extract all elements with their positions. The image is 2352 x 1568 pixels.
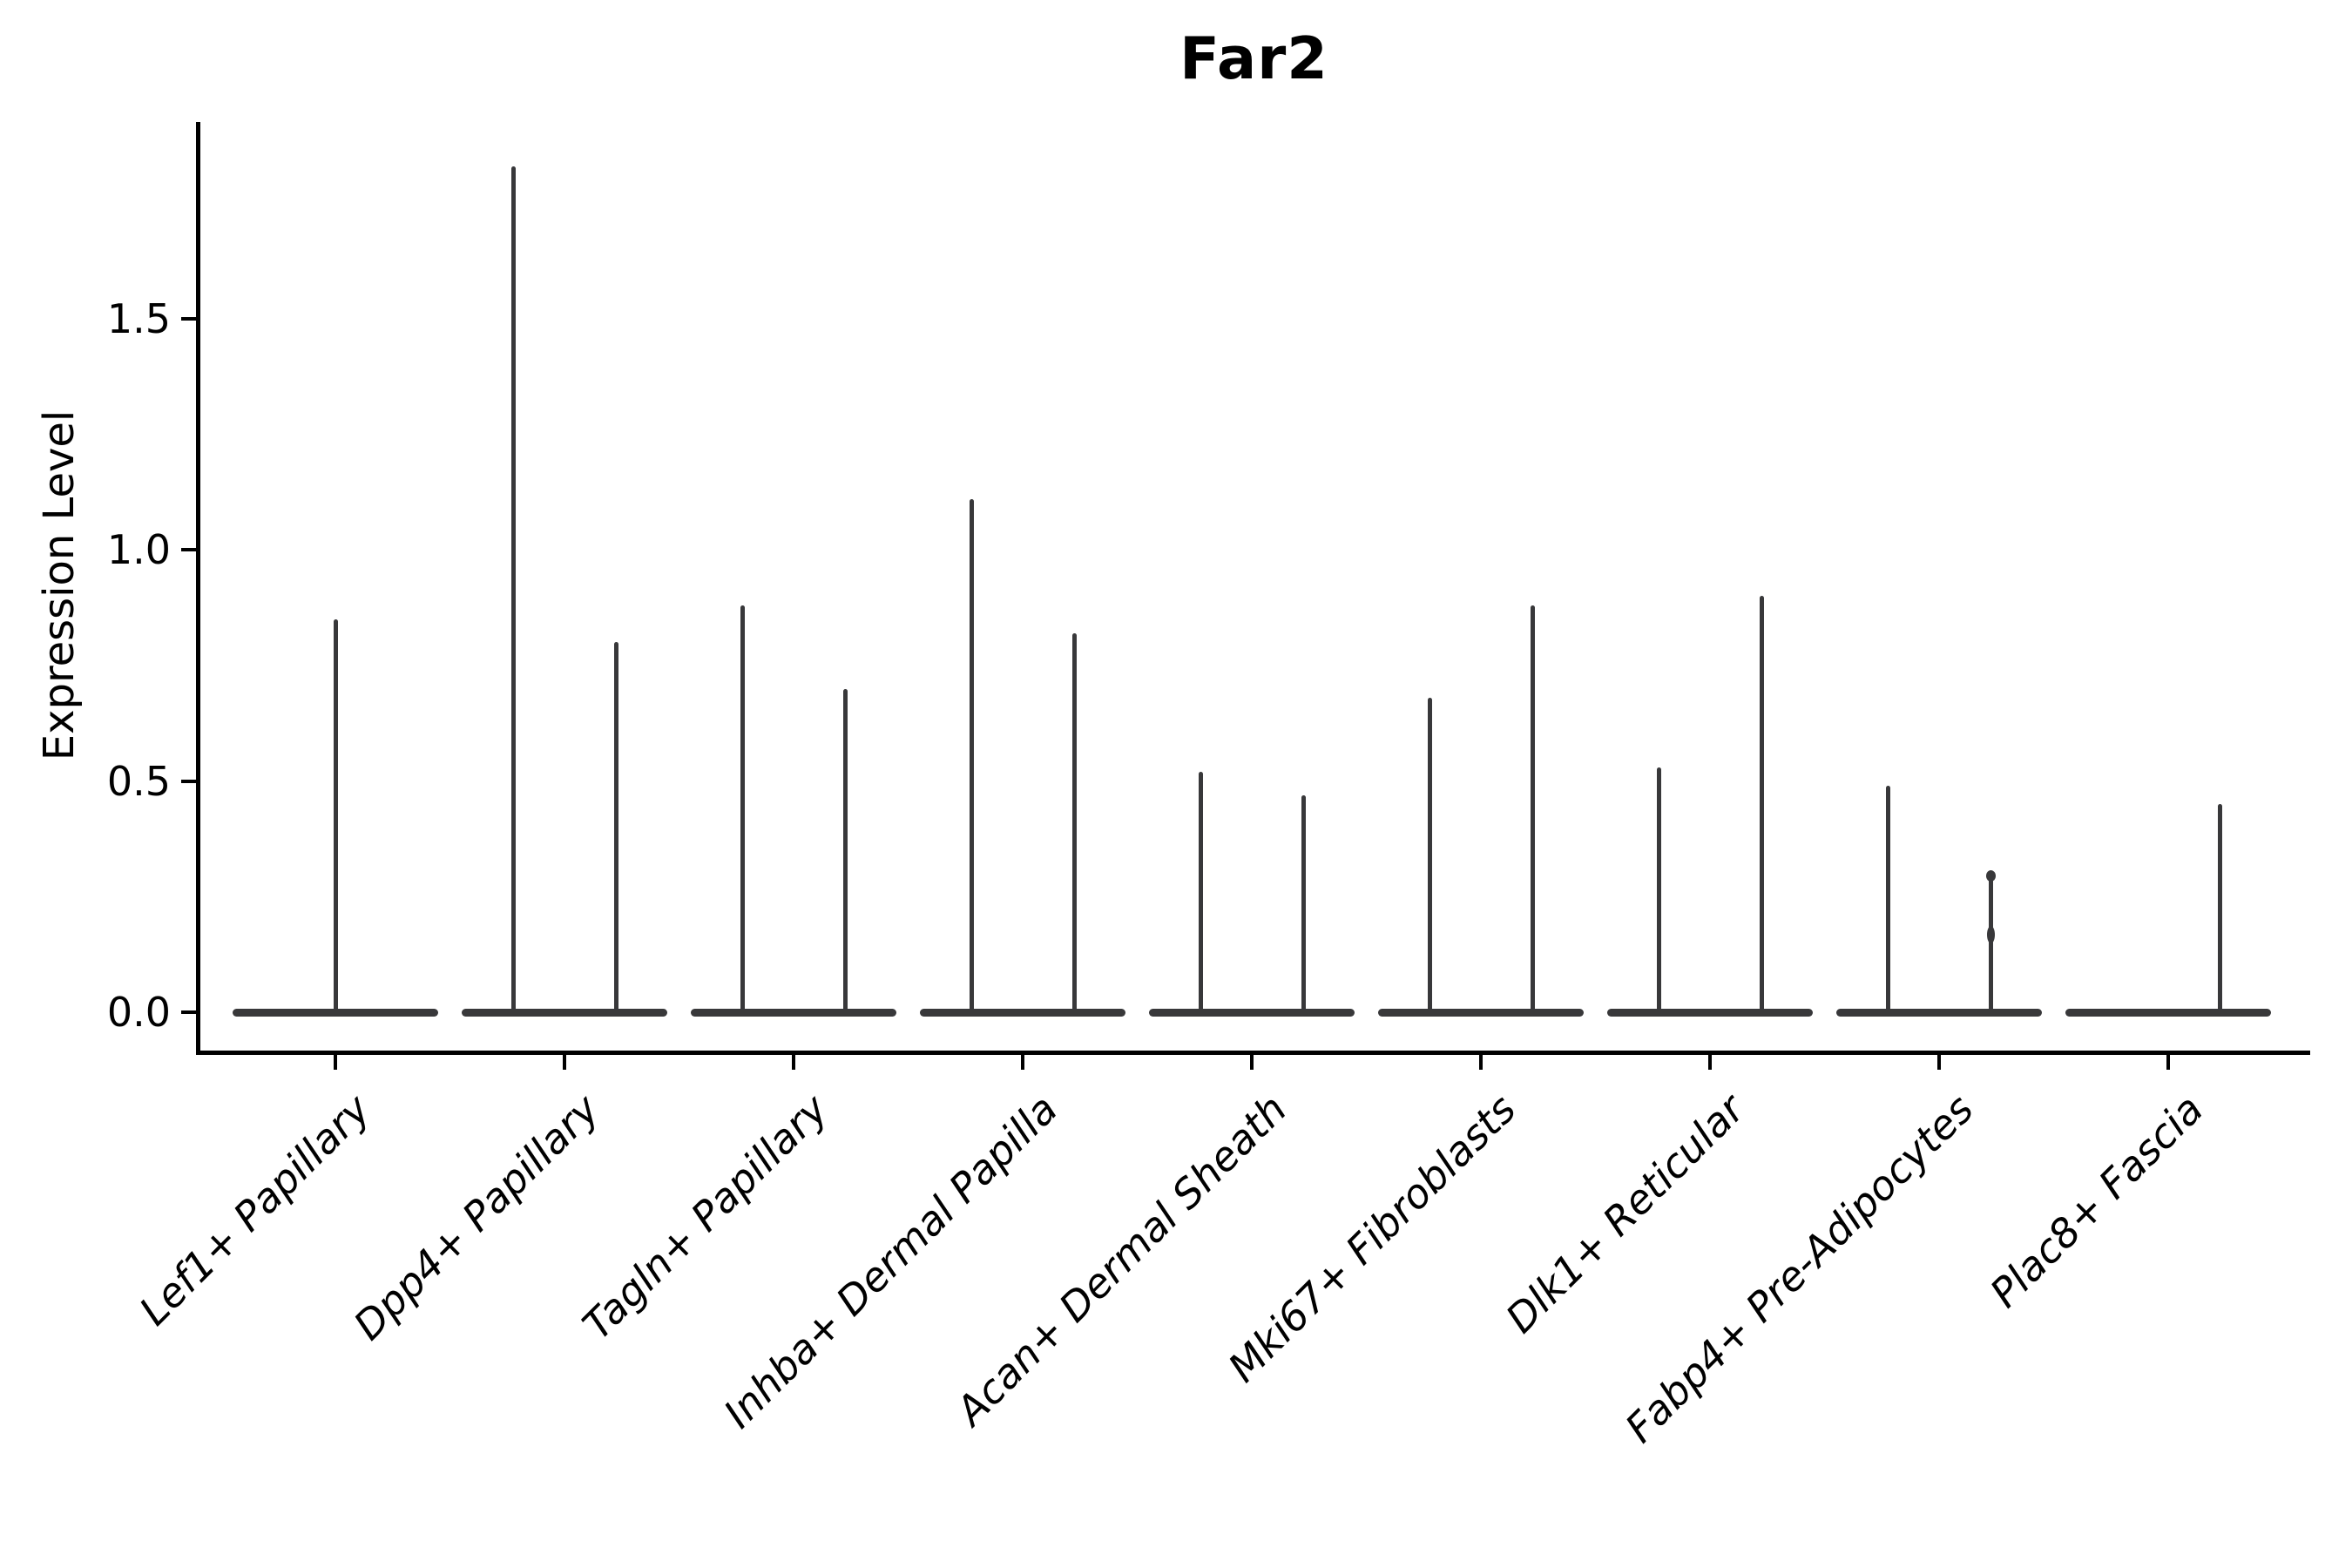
x-tick-mark — [1937, 1055, 1941, 1070]
violin-spike — [613, 642, 618, 1015]
violin-spike — [1071, 632, 1077, 1015]
violin-spike — [1427, 698, 1432, 1015]
violin-spike — [1530, 605, 1535, 1015]
violin-knot — [1986, 925, 1995, 943]
chart-title: Far2 — [1179, 24, 1328, 92]
x-tick-mark — [334, 1055, 337, 1070]
y-tick-label: 0.5 — [106, 757, 171, 805]
violin-spike — [1198, 772, 1203, 1015]
violin-spike — [969, 498, 974, 1015]
x-tick-mark — [2166, 1055, 2170, 1070]
x-tick-mark — [792, 1055, 795, 1070]
y-tick-label: 0.0 — [106, 989, 171, 1036]
x-tick-mark — [1250, 1055, 1254, 1070]
violin-spike — [1885, 785, 1890, 1015]
x-tick-mark — [1708, 1055, 1712, 1070]
x-axis-spine — [196, 1051, 2310, 1055]
violin-spike — [333, 618, 338, 1015]
violin-baseline — [1836, 1008, 2042, 1017]
violin-spike — [1656, 767, 1661, 1015]
violin-spike — [1759, 596, 1764, 1015]
x-tick-label: Plac8+ Fascia — [1980, 1085, 2213, 1317]
violin-baseline — [920, 1008, 1125, 1017]
y-tick-mark — [181, 779, 196, 783]
violin-baseline — [691, 1008, 896, 1017]
violin-baseline — [1149, 1008, 1355, 1017]
violin-spike — [740, 605, 745, 1015]
x-tick-mark — [563, 1055, 566, 1070]
x-tick-label: Dpp4+ Papillary — [344, 1085, 609, 1349]
violin-knob — [1985, 869, 1996, 882]
x-tick-mark — [1479, 1055, 1483, 1070]
y-tick-mark — [181, 316, 196, 321]
violin-spike — [1988, 873, 1993, 1015]
x-tick-label: Tagln+ Papillary — [573, 1085, 838, 1349]
violin-baseline — [1607, 1008, 1813, 1017]
x-tick-label: Lef1+ Papillary — [130, 1085, 380, 1335]
y-tick-label: 1.5 — [106, 294, 171, 342]
y-axis-spine — [196, 122, 200, 1055]
violin-spike — [510, 166, 516, 1015]
violin-baseline — [2065, 1008, 2271, 1017]
x-tick-label: Dlk1+ Reticular — [1497, 1085, 1754, 1342]
y-tick-label: 1.0 — [106, 526, 171, 574]
x-tick-mark — [1021, 1055, 1024, 1070]
violin-baseline — [1378, 1008, 1584, 1017]
y-axis-label: Expression Level — [35, 409, 84, 761]
violin-baseline — [462, 1008, 667, 1017]
violin-spike — [842, 688, 848, 1015]
y-tick-mark — [181, 1010, 196, 1014]
y-tick-mark — [181, 548, 196, 552]
violin-spike — [1301, 794, 1306, 1015]
violin-spike — [2217, 804, 2222, 1015]
